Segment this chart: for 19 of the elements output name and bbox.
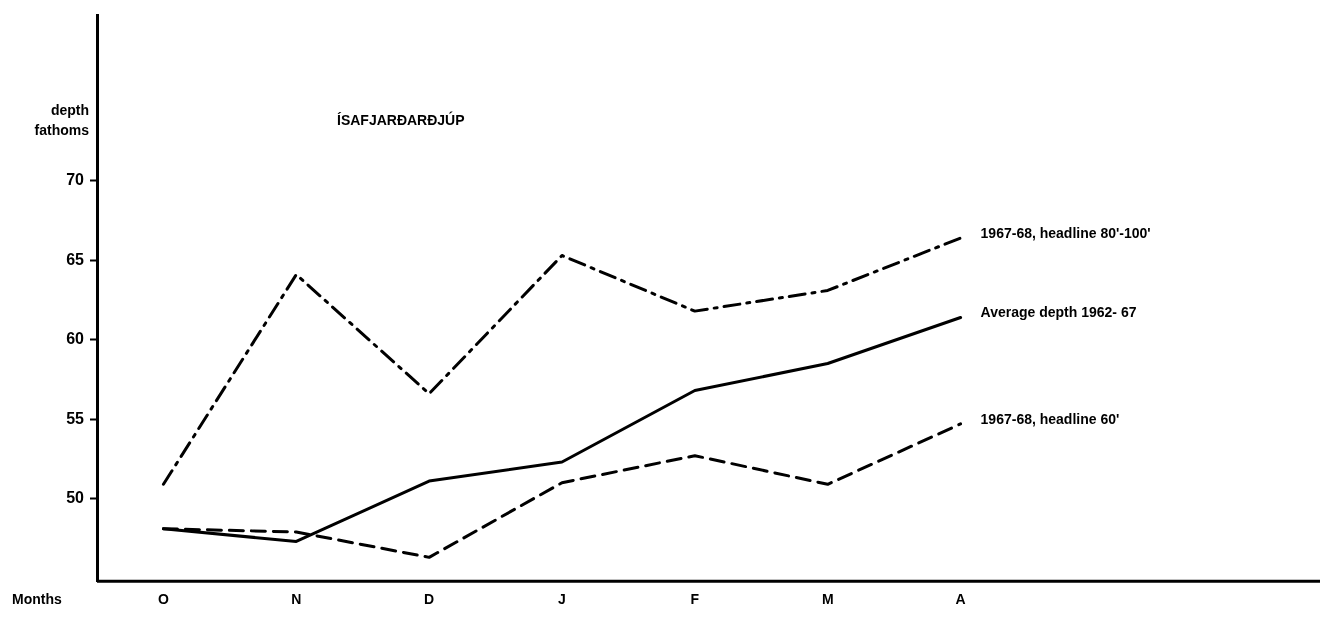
y-tick-label: 50	[66, 488, 85, 506]
series-label: Average depth 1962- 67	[980, 304, 1137, 321]
x-tick-label: O	[157, 591, 169, 608]
y-tick-label: 55	[66, 409, 85, 427]
x-tick-label: M	[821, 591, 834, 608]
text: ÍSAFJARÐARÐJÚP	[337, 110, 465, 128]
x-tick-label: A	[955, 591, 966, 608]
y-tick-label: 65	[66, 250, 85, 268]
x-tick-label: D	[424, 591, 435, 608]
series-label: 1967-68, headline 60'	[980, 410, 1120, 427]
x-tick-label: N	[291, 591, 302, 608]
series-label: 1967-68, headline 80'-100'	[980, 224, 1151, 241]
y-tick-label: 70	[66, 171, 85, 189]
y-tick-label: 60	[66, 330, 85, 348]
y-axis-title: depth fathoms	[34, 101, 90, 138]
x-axis-title: Months	[12, 591, 62, 608]
x-tick-label: J	[558, 591, 566, 608]
line-series	[161, 236, 963, 486]
x-tick-label: F	[690, 591, 700, 608]
